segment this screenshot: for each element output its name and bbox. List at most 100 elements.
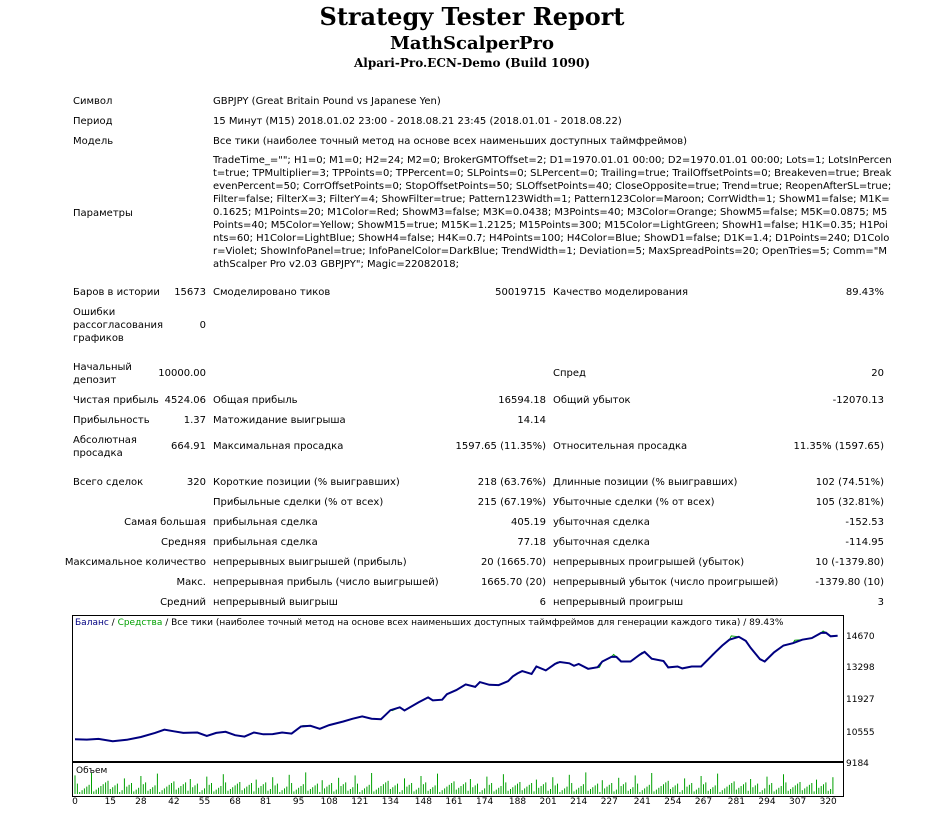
profit-factor-label: Прибыльность <box>73 415 150 426</box>
profit-factor-value: 1.37 <box>183 415 206 426</box>
server-name: Alpari-Pro.ECN-Demo (Build 1090) <box>353 56 591 70</box>
largest-loss-value: -152.53 <box>845 517 884 528</box>
expected-payoff-label: Матожидание выигрыша <box>213 415 346 426</box>
net-profit-value: 4524.06 <box>164 395 206 406</box>
errors-label-2: рассогласования <box>73 320 164 331</box>
largest-loss-label: убыточная сделка <box>553 517 650 528</box>
total-trades-label: Всего сделок <box>73 477 144 488</box>
gross-profit-label: Общая прибыль <box>213 395 298 406</box>
loss-trades-value: 105 (32.81%) <box>815 497 884 508</box>
y-tick-label: 14670 <box>846 632 875 642</box>
short-positions-label: Короткие позиции (% выигравших) <box>213 477 400 488</box>
y-tick-label: 11927 <box>846 695 875 705</box>
legend-sep: / <box>108 618 118 628</box>
consecutive-loss-label: непрерывный убыток (число проигрышей) <box>553 577 779 588</box>
x-tick-label: 281 <box>727 797 745 807</box>
max-drawdown-label: Максимальная просадка <box>213 441 344 452</box>
gross-loss-label: Общий убыток <box>553 395 631 406</box>
long-positions-value: 102 (74.51%) <box>815 477 884 488</box>
params-value: TradeTime_=""; H1=0; M1=0; H2=24; M2=0; … <box>213 155 892 270</box>
short-positions-value: 218 (63.76%) <box>477 477 546 488</box>
profit-trades-label: Прибыльные сделки (% от всех) <box>213 497 384 508</box>
avg-losses-label: непрерывный проигрыш <box>553 597 684 608</box>
params-label: Параметры <box>73 208 133 219</box>
rel-drawdown-value: 11.35% (1597.65) <box>793 441 884 452</box>
x-tick-label: 121 <box>351 797 369 807</box>
x-tick-label: 188 <box>508 797 527 807</box>
avg-losses-value: 3 <box>877 597 884 608</box>
gross-profit-value: 16594.18 <box>498 395 546 406</box>
average-loss-label: убыточная сделка <box>553 537 650 548</box>
report-title: Strategy Tester Report <box>319 2 625 31</box>
x-tick-label: 42 <box>168 797 180 807</box>
ticks-label: Смоделировано тиков <box>213 287 331 298</box>
x-tick-label: 320 <box>819 797 837 807</box>
y-tick-label: 13298 <box>846 663 875 673</box>
profit-trades-value: 215 (67.19%) <box>477 497 546 508</box>
volume-label: Объем <box>76 766 108 776</box>
y-tick-label: 9184 <box>846 759 869 769</box>
x-tick-label: 201 <box>539 797 557 807</box>
abs-drawdown-label-2: просадка <box>73 448 123 459</box>
x-tick-label: 254 <box>664 797 682 807</box>
avg-label: Средний <box>160 597 206 608</box>
expert-name: MathScalperPro <box>390 33 554 54</box>
x-tick-label: 134 <box>381 797 399 807</box>
largest-label: Самая большая <box>124 517 206 528</box>
consecutive-losses-label: непрерывных проигрышей (убыток) <box>553 557 745 568</box>
errors-value: 0 <box>199 320 206 331</box>
period-label: Период <box>73 116 113 127</box>
long-positions-label: Длинные позиции (% выигравших) <box>553 477 738 488</box>
chart-legend: Баланс / Средства / Все тики (наиболее т… <box>75 618 783 628</box>
x-tick-label: 214 <box>570 797 588 807</box>
max-drawdown-value: 1597.65 (11.35%) <box>455 441 546 452</box>
x-tick-label: 294 <box>758 797 776 807</box>
symbol-value: GBPJPY (Great Britain Pound vs Japanese … <box>213 96 441 107</box>
average-label: Средняя <box>161 537 206 548</box>
total-trades-value: 320 <box>186 477 206 488</box>
avg-wins-value: 6 <box>539 597 546 608</box>
consecutive-loss-value: -1379.80 (10) <box>815 577 884 588</box>
max-label: Макс. <box>176 577 206 588</box>
quality-label: Качество моделирования <box>553 287 688 298</box>
loss-trades-label: Убыточные сделки (% от всех) <box>553 497 715 508</box>
spread-label: Спред <box>553 368 586 379</box>
x-tick-label: 81 <box>259 797 272 807</box>
largest-profit-value: 405.19 <box>511 517 546 528</box>
rel-drawdown-label: Относительная просадка <box>553 441 688 452</box>
x-tick-label: 68 <box>229 797 241 807</box>
errors-label-1: Ошибки <box>73 307 116 318</box>
x-tick-label: 108 <box>320 797 338 807</box>
ticks-value: 50019715 <box>495 287 546 298</box>
consecutive-profit-value: 1665.70 (20) <box>480 577 546 588</box>
x-tick-label: 55 <box>198 797 211 807</box>
deposit-label-1: Начальный <box>73 362 132 373</box>
quality-value: 89.43% <box>845 287 884 298</box>
abs-drawdown-label-1: Абсолютная <box>73 435 137 446</box>
consecutive-profit-label: непрерывная прибыль (число выигрышей) <box>213 577 439 588</box>
x-tick-label: 174 <box>476 797 494 807</box>
balance-chart-area <box>72 615 844 762</box>
deposit-value: 10000.00 <box>158 368 206 379</box>
x-tick-label: 267 <box>694 797 713 807</box>
model-label: Модель <box>73 136 114 147</box>
max-count-label: Максимальное количество <box>64 557 206 568</box>
average-loss-value: -114.95 <box>845 537 884 548</box>
x-tick-label: 241 <box>633 797 651 807</box>
largest-profit-label: прибыльная сделка <box>213 517 318 528</box>
model-value: Все тики (наиболее точный метод на основ… <box>213 136 688 147</box>
x-tick-label: 161 <box>445 797 463 807</box>
expected-payoff-value: 14.14 <box>517 415 546 426</box>
abs-drawdown-value: 664.91 <box>171 441 206 452</box>
x-tick-label: 227 <box>600 797 618 807</box>
avg-wins-label: непрерывный выигрыш <box>213 597 338 608</box>
legend-balance: Баланс <box>75 618 109 628</box>
deposit-label-2: депозит <box>73 375 117 386</box>
legend-rest: / Все тики (наиболее точный метод на осн… <box>162 618 784 628</box>
errors-label-3: графиков <box>73 333 124 344</box>
x-tick-label: 95 <box>292 797 305 807</box>
consecutive-wins-value: 20 (1665.70) <box>480 557 546 568</box>
symbol-label: Символ <box>73 96 113 107</box>
x-tick-label: 28 <box>135 797 147 807</box>
volume-chart-area <box>72 762 844 797</box>
